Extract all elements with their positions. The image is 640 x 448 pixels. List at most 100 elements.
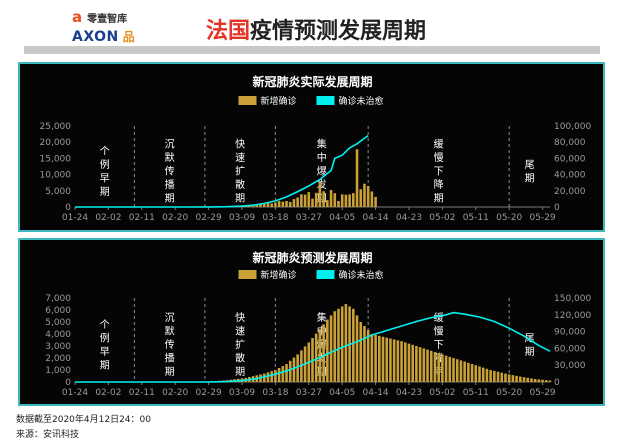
x-axis-tick-label: 05-29 <box>530 388 556 398</box>
phase-label-char: 发 <box>317 352 327 365</box>
x-axis-tick-label: 02-29 <box>196 213 222 223</box>
bar-new-cases <box>470 364 474 382</box>
bar-new-cases <box>311 198 314 207</box>
x-axis-tick-label: 02-11 <box>129 388 155 398</box>
left-axis-tick: 5,000 <box>45 187 71 197</box>
bar-new-cases <box>370 191 374 207</box>
left-axis-tick: 4,000 <box>45 330 71 340</box>
right-axis-tick: 100,000 <box>554 122 591 132</box>
bar-new-cases <box>318 329 322 382</box>
bar-new-cases <box>307 192 311 207</box>
x-axis-tick-label: 03-27 <box>296 388 322 398</box>
phase-label-char: 期 <box>165 193 175 205</box>
phase-label-char: 集 <box>317 311 327 324</box>
bar-new-cases <box>530 378 533 382</box>
bar-new-cases <box>340 306 344 382</box>
phase-label-char: 期 <box>434 193 444 205</box>
bar-new-cases <box>329 315 333 382</box>
bar-new-cases <box>389 338 392 382</box>
right-axis-tick: 20,000 <box>554 187 586 197</box>
x-axis-tick-label: 03-09 <box>229 388 255 398</box>
phase-label-char: 期 <box>235 366 245 378</box>
phase-label-char: 个 <box>100 145 110 157</box>
x-axis-tick-label: 02-02 <box>95 388 121 398</box>
phase-label-char: 下 <box>434 340 444 351</box>
phase-label-char: 期 <box>525 172 535 184</box>
right-axis-tick: 60,000 <box>554 154 586 164</box>
bar-new-cases <box>329 190 333 207</box>
x-axis-tick-label: 02-20 <box>162 388 188 398</box>
bar-new-cases <box>489 370 492 382</box>
logo-lingyi: a 零壹智库 <box>72 8 127 26</box>
bar-new-cases <box>318 182 322 207</box>
bar-new-cases <box>355 149 359 207</box>
legend-swatch-active-cases <box>316 270 335 279</box>
chart-legend: 新增确诊 确诊未治愈 <box>238 269 384 281</box>
phase-label-char: 期 <box>165 366 175 378</box>
bar-new-cases <box>467 362 470 382</box>
bar-new-cases <box>392 339 396 382</box>
bar-new-cases <box>433 352 437 382</box>
bar-new-cases <box>262 204 266 207</box>
bar-new-cases <box>493 370 496 382</box>
bar-new-cases <box>366 185 370 207</box>
x-axis-tick-label: 05-20 <box>496 213 522 223</box>
bar-new-cases <box>363 326 366 382</box>
x-axis-tick-label: 04-23 <box>396 388 422 398</box>
bar-new-cases <box>259 204 262 207</box>
phase-label-char: 缓 <box>434 311 444 324</box>
x-axis-tick-label: 05-02 <box>429 213 455 223</box>
left-axis-tick: 5,000 <box>45 318 71 328</box>
x-axis-tick-label: 05-11 <box>463 388 489 398</box>
phase-label-char: 扩 <box>235 165 245 178</box>
bar-new-cases <box>407 343 411 382</box>
right-axis-tick: 60,000 <box>554 344 586 354</box>
line-series-active-cases <box>75 311 551 383</box>
phase-label: 尾期 <box>525 159 535 185</box>
bar-new-cases <box>463 361 466 382</box>
phase-label-char: 速 <box>235 326 245 338</box>
bar-new-cases <box>288 201 292 207</box>
bar-new-cases <box>478 366 481 382</box>
bar-new-cases <box>400 341 403 382</box>
phase-label-char: 期 <box>525 346 535 358</box>
bar-new-cases <box>370 334 374 382</box>
bar-new-cases <box>314 192 318 207</box>
line-series-active-cases <box>75 135 369 208</box>
phase-label-char: 爆 <box>317 339 327 351</box>
bar-new-cases <box>303 194 307 207</box>
right-axis-tick: 150,000 <box>554 294 591 304</box>
phase-label: 尾期 <box>525 332 535 358</box>
phase-label-char: 缓 <box>434 138 444 151</box>
bar-new-cases <box>481 367 485 382</box>
phase-label-char: 播 <box>165 178 175 191</box>
bar-new-cases <box>504 373 507 382</box>
phase-label-char: 慢 <box>434 326 444 338</box>
bar-new-cases <box>352 193 355 207</box>
bar-new-cases <box>441 354 444 382</box>
bar-new-cases <box>374 334 377 382</box>
bar-new-cases <box>541 379 544 382</box>
phase-label-char: 个 <box>100 319 110 331</box>
phase-label-char: 扩 <box>235 338 245 351</box>
x-axis-tick-label: 03-09 <box>229 213 255 223</box>
bar-new-cases <box>500 372 504 382</box>
bar-new-cases <box>292 199 296 207</box>
bar-new-cases <box>474 365 478 382</box>
left-axis-tick: 1,000 <box>45 366 71 376</box>
x-axis-tick-label: 01-24 <box>62 213 88 223</box>
bar-new-cases <box>344 194 348 207</box>
bar-new-cases <box>426 349 429 382</box>
page-title: 法国疫情预测发展周期 <box>206 13 426 45</box>
bar-new-cases <box>411 344 414 382</box>
phase-label-char: 降 <box>434 178 444 191</box>
bar-new-cases <box>255 204 259 207</box>
chart-title: 新冠肺炎预测发展周期 <box>252 250 372 265</box>
bar-new-cases <box>281 366 285 382</box>
x-axis-tick-label: 04-14 <box>363 213 389 223</box>
